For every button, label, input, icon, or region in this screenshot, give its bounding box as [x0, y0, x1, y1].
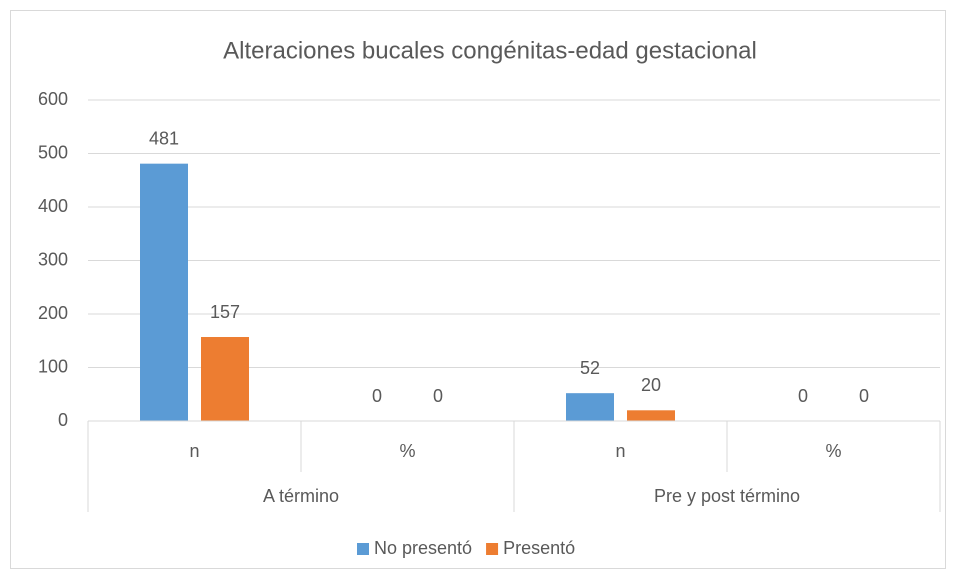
data-label: 157: [210, 302, 240, 322]
y-tick-label: 600: [38, 89, 68, 109]
y-tick-label: 100: [38, 356, 68, 376]
x-tick-label: %: [825, 441, 841, 461]
data-label: 0: [859, 386, 869, 406]
data-label: 481: [149, 128, 179, 148]
bar: [627, 410, 675, 421]
x-tick-label: n: [189, 441, 199, 461]
data-label: 20: [641, 375, 661, 395]
group-label: Pre y post término: [654, 486, 800, 506]
x-tick-label: n: [615, 441, 625, 461]
y-tick-label: 500: [38, 142, 68, 162]
legend-label: No presentó: [374, 538, 472, 558]
x-tick-label: %: [399, 441, 415, 461]
data-label: 0: [798, 386, 808, 406]
group-label: A término: [263, 486, 339, 506]
bar: [566, 393, 614, 421]
data-label: 0: [433, 386, 443, 406]
legend-swatch: [486, 543, 499, 555]
y-tick-label: 300: [38, 249, 68, 269]
bar: [201, 337, 249, 421]
legend-swatch: [357, 543, 369, 555]
bar: [140, 163, 188, 422]
y-tick-label: 200: [38, 303, 68, 323]
chart-title: Alteraciones bucales congénitas-edad ges…: [223, 37, 757, 64]
y-tick-label: 0: [58, 410, 68, 430]
data-label: 0: [372, 386, 382, 406]
y-tick-label: 400: [38, 196, 68, 216]
legend-label: Presentó: [503, 538, 575, 558]
data-label: 52: [580, 358, 600, 378]
